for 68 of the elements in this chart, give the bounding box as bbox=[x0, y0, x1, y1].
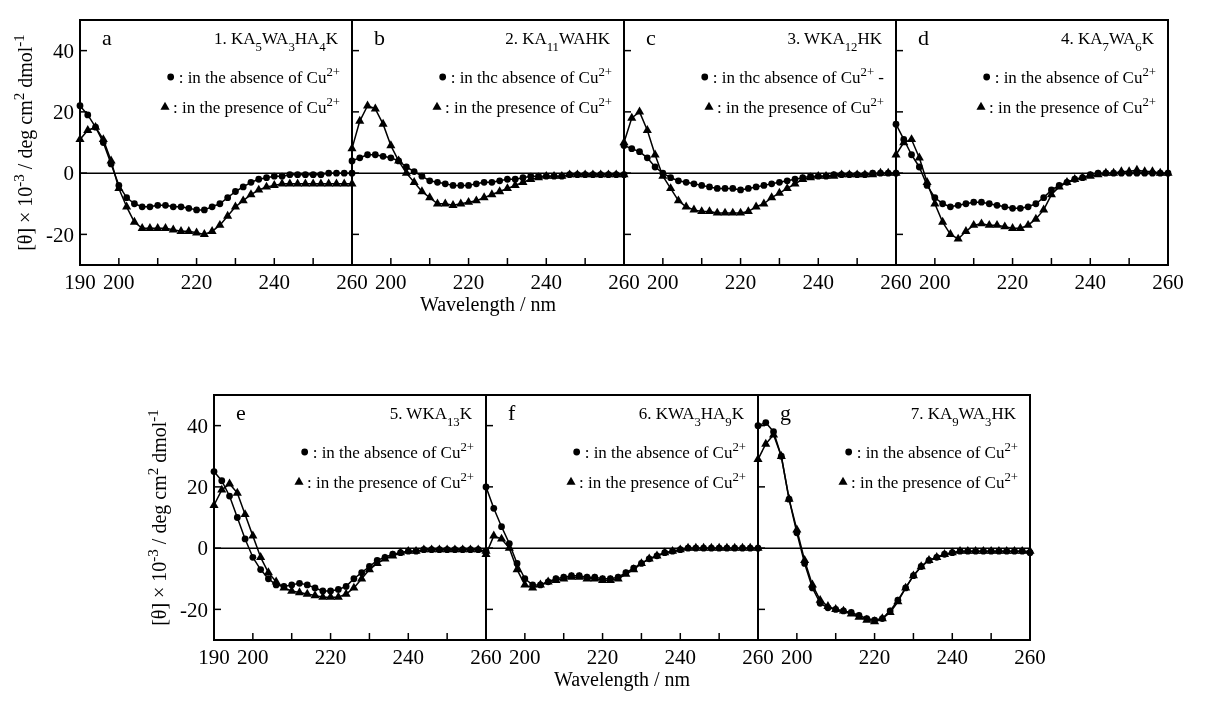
x-tick-label: 260 bbox=[880, 270, 912, 294]
x-tick-label: 240 bbox=[258, 270, 291, 294]
legend-label: : in the presence of Cu$^{2+}$ bbox=[850, 470, 1018, 492]
x-tick-label: 220 bbox=[180, 270, 213, 294]
x-tick-label: 260 bbox=[1014, 645, 1046, 669]
y-tick-label: 20 bbox=[53, 100, 74, 125]
text: 7. KA$_{9}$WA$_{3}$HK bbox=[910, 404, 1017, 429]
legend-label: : in the absence of Cu$^{2+}$ bbox=[178, 65, 340, 87]
x-tick-label: 190 bbox=[64, 270, 96, 294]
x-tick-label: 260 bbox=[608, 270, 640, 294]
x-axis-title: Wavelength / nm bbox=[553, 668, 691, 691]
x-tick-label: 220 bbox=[314, 645, 347, 669]
x-tick-label: 220 bbox=[858, 645, 891, 669]
legend-label: : in the presence of Cu$^{2+}$ bbox=[172, 95, 340, 117]
legend-label: : in thc absence of Cu$^{2+}$ - bbox=[712, 65, 885, 87]
x-tick-label: 200 bbox=[919, 270, 951, 294]
legend-label: : in the absence of Cu$^{2+}$ bbox=[856, 440, 1018, 462]
chart-title: f bbox=[508, 400, 516, 425]
y-tick-label: 40 bbox=[187, 413, 208, 438]
x-tick-label: 260 bbox=[336, 270, 368, 294]
legend-label: : in thc absence of Cu$^{2+}$ bbox=[450, 65, 612, 87]
x-tick-label: 240 bbox=[664, 645, 697, 669]
legend-label: : in the presence of Cu$^{2+}$ bbox=[444, 95, 612, 117]
legend-label: : in the absence of Cu$^{2+}$ bbox=[312, 440, 474, 462]
chart-title: d bbox=[918, 25, 929, 50]
x-tick-label: 220 bbox=[452, 270, 485, 294]
y-tick-label: -20 bbox=[46, 222, 74, 247]
x-tick-label: 260 bbox=[1152, 270, 1184, 294]
y-tick-label: 0 bbox=[63, 161, 74, 186]
x-tick-label: 200 bbox=[375, 270, 407, 294]
y-tick-label: 0 bbox=[197, 536, 208, 561]
legend-label: : in the presence of Cu$^{2+}$ bbox=[306, 470, 474, 492]
x-tick-label: 200 bbox=[103, 270, 135, 294]
legend-label: : in the absence of Cu$^{2+}$ bbox=[994, 65, 1156, 87]
legend-label: : in the presence of Cu$^{2+}$ bbox=[716, 95, 884, 117]
chart-title: g bbox=[780, 400, 791, 425]
x-tick-label: 240 bbox=[1074, 270, 1107, 294]
text: 6. KWA$_{3}$HA$_{9}$K bbox=[638, 404, 745, 429]
legend-label: : in the presence of Cu$^{2+}$ bbox=[578, 470, 746, 492]
text: 5. WKA$_{13}$K bbox=[389, 404, 473, 429]
text: 2. KA$_{11}$WAHK bbox=[505, 29, 611, 54]
chart-title: c bbox=[646, 25, 656, 50]
x-tick-label: 260 bbox=[470, 645, 502, 669]
x-tick-label: 240 bbox=[530, 270, 563, 294]
y-tick-label: 40 bbox=[53, 38, 74, 63]
legend-label: : in the presence of Cu$^{2+}$ bbox=[988, 95, 1156, 117]
x-tick-label: 200 bbox=[647, 270, 679, 294]
legend-label: : in the absence of Cu$^{2+}$ bbox=[584, 440, 746, 462]
chart-title: b bbox=[374, 25, 385, 50]
x-tick-label: 240 bbox=[392, 645, 425, 669]
y-tick-label: 20 bbox=[187, 475, 208, 500]
chart-title: a bbox=[102, 25, 112, 50]
x-tick-label: 240 bbox=[802, 270, 835, 294]
chart-title: e bbox=[236, 400, 246, 425]
text: 1. KA$_{5}$WA$_{3}$HA$_{4}$K bbox=[214, 29, 339, 54]
x-tick-label: 240 bbox=[936, 645, 969, 669]
x-tick-label: 220 bbox=[586, 645, 619, 669]
text: 4. KA$_{7}$WA$_{6}$K bbox=[1060, 29, 1155, 54]
y-tick-label: -20 bbox=[180, 597, 208, 622]
x-tick-label: 260 bbox=[742, 645, 774, 669]
x-tick-label: 220 bbox=[996, 270, 1029, 294]
x-tick-label: 220 bbox=[724, 270, 757, 294]
x-tick-label: 190 bbox=[198, 645, 230, 669]
x-tick-label: 200 bbox=[509, 645, 541, 669]
x-tick-label: 200 bbox=[781, 645, 813, 669]
x-axis-title: Wavelength / nm bbox=[419, 293, 557, 316]
x-tick-label: 200 bbox=[237, 645, 269, 669]
text: 3. WKA$_{12}$HK bbox=[787, 29, 883, 54]
